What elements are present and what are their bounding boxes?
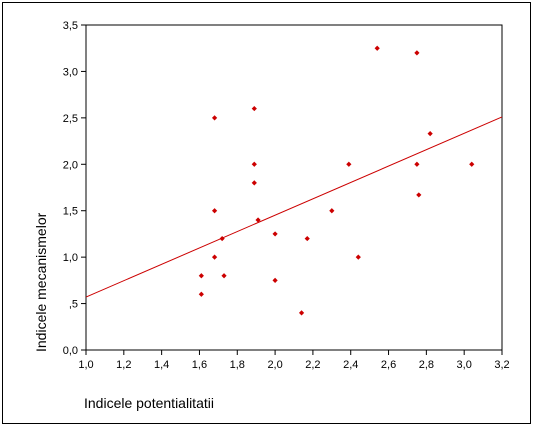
x-tick-label: 2,8 bbox=[419, 359, 434, 371]
data-point bbox=[414, 50, 420, 56]
data-point bbox=[211, 208, 218, 214]
x-tick-label: 3,2 bbox=[494, 359, 509, 371]
x-tick-label: 2,2 bbox=[305, 359, 320, 371]
x-tick-label: 1,6 bbox=[192, 359, 207, 371]
data-point bbox=[272, 277, 278, 283]
x-tick-label: 1,2 bbox=[116, 359, 131, 371]
data-point bbox=[355, 254, 361, 260]
data-point bbox=[251, 105, 257, 112]
data-point bbox=[198, 273, 204, 279]
plot-area bbox=[85, 24, 503, 351]
data-point bbox=[251, 180, 257, 186]
data-point bbox=[272, 231, 278, 237]
y-tick-label: 3,0 bbox=[63, 66, 78, 78]
data-point bbox=[414, 161, 420, 167]
data-point bbox=[251, 161, 257, 167]
y-tick-label: 2,0 bbox=[63, 159, 78, 171]
regression-line-group bbox=[85, 116, 503, 298]
x-tick-label: 1,0 bbox=[78, 359, 93, 371]
data-point bbox=[427, 131, 433, 137]
data-point bbox=[298, 310, 305, 316]
data-point bbox=[219, 235, 225, 242]
data-point bbox=[221, 273, 227, 279]
y-tick-label: 1,5 bbox=[63, 206, 78, 218]
x-tick-label: 2,4 bbox=[343, 359, 358, 371]
regression-line bbox=[85, 116, 503, 298]
x-tick-label: 1,8 bbox=[230, 359, 245, 371]
y-tick-label: 1,0 bbox=[63, 252, 78, 264]
x-tick-label: 2,0 bbox=[267, 359, 282, 371]
x-axis-label: Indicele potentialitatii bbox=[84, 395, 214, 411]
data-point bbox=[211, 115, 218, 121]
y-tick-label: 2,5 bbox=[63, 113, 78, 125]
axis-ticks: 1,0 1,2 1,4 1,6 1,8 2,0 2,2 2,4 2,6 2,8 3,0 3,2 0,0,… bbox=[63, 20, 510, 371]
data-point bbox=[304, 235, 310, 242]
x-tick-label: 3,0 bbox=[457, 359, 472, 371]
y-tick-label: ,5 bbox=[69, 299, 78, 311]
data-point bbox=[469, 161, 475, 167]
x-tick-label: 2,6 bbox=[381, 359, 396, 371]
data-point bbox=[198, 291, 204, 297]
y-tick-label: 0,0 bbox=[63, 345, 78, 357]
data-points bbox=[198, 45, 475, 316]
y-tick-label: 3,5 bbox=[63, 20, 78, 32]
data-point bbox=[416, 192, 422, 198]
y-axis-label: Indicele mecanismelor bbox=[33, 212, 49, 352]
x-tick-label: 1,4 bbox=[154, 359, 169, 371]
data-point bbox=[374, 45, 380, 51]
data-point bbox=[211, 254, 218, 260]
data-point bbox=[346, 161, 352, 167]
data-point bbox=[329, 208, 335, 214]
data-point bbox=[255, 217, 261, 223]
